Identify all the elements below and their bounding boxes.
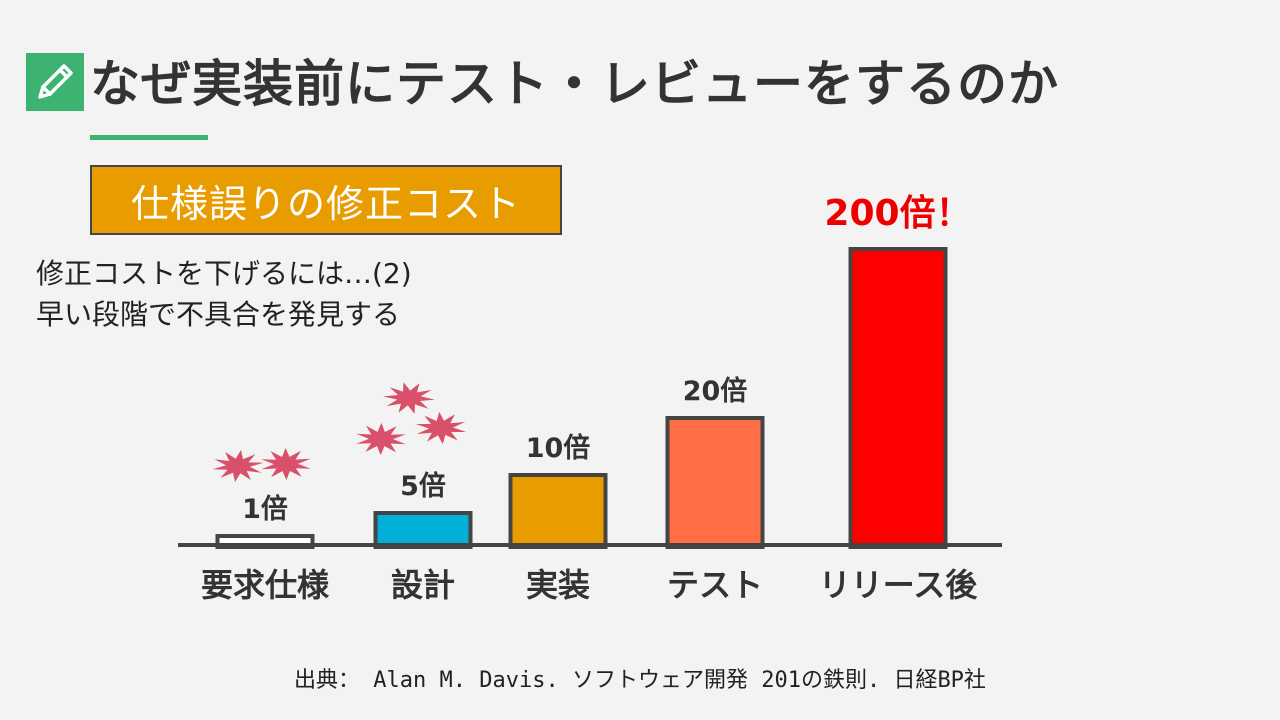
- category-label-2: 設計: [391, 566, 455, 604]
- bar-4: [665, 416, 765, 549]
- burst-icon: [415, 411, 467, 445]
- burst-icon: [383, 382, 435, 414]
- cost-label-box: 仕様誤りの修正コスト: [90, 165, 562, 235]
- burst-icon: [212, 450, 264, 482]
- title-underline: [90, 135, 208, 140]
- value-label-3: 10倍: [526, 432, 591, 464]
- page-title: なぜ実装前にテスト・レビューをするのか: [90, 55, 1059, 113]
- burst-icon: [356, 422, 406, 456]
- value-label-4: 20倍: [683, 375, 748, 407]
- pencil-icon: [26, 53, 84, 111]
- category-label-4: テスト: [667, 566, 763, 604]
- category-label-3: 実装: [526, 566, 590, 604]
- bar-3: [508, 473, 608, 549]
- value-label-1: 1倍: [242, 493, 288, 525]
- note-line-2: 早い段階で不具合を発見する: [36, 298, 401, 331]
- burst-icon: [261, 447, 311, 481]
- bar-5: [848, 247, 948, 549]
- value-label-2: 5倍: [400, 470, 446, 502]
- bar-2: [373, 511, 473, 549]
- value-label-5: 200倍！: [824, 193, 971, 234]
- category-label-1: 要求仕様: [201, 566, 330, 604]
- note-line-1: 修正コストを下げるには…(2): [36, 257, 412, 290]
- source-citation: 出典： Alan M. Davis. ソフトウェア開発 201の鉄則. 日経BP…: [294, 668, 986, 693]
- category-label-5: リリース後: [819, 566, 978, 604]
